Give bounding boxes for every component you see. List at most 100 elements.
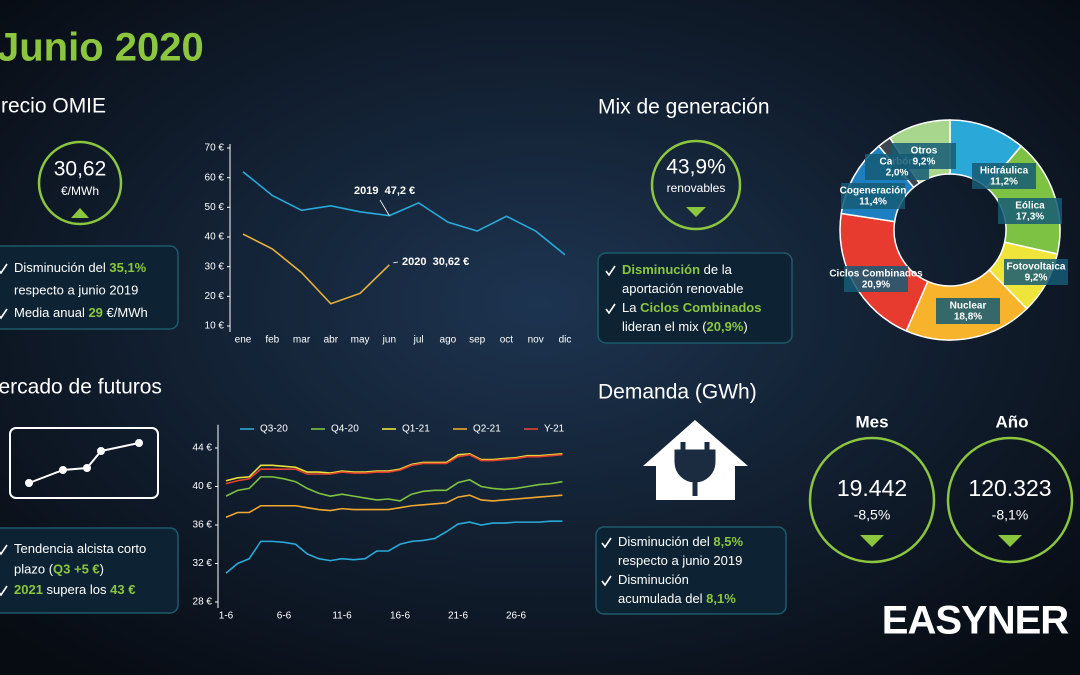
leader bbox=[393, 261, 399, 264]
slice-label: Fotovoltaica bbox=[1007, 262, 1066, 273]
legend-label: Q3-20 bbox=[260, 424, 288, 435]
legend-label: Y-21 bbox=[544, 424, 565, 435]
plug-icon bbox=[674, 442, 716, 496]
note-text: Disminución del bbox=[618, 534, 713, 549]
y-tick-label: 40 € bbox=[205, 232, 225, 243]
slice-value: 18,8% bbox=[954, 312, 982, 323]
label-box bbox=[844, 266, 908, 292]
y-tick-label: 36 € bbox=[193, 520, 213, 531]
heading: Demanda (GWh) bbox=[598, 381, 757, 404]
x-tick-label: 16-6 bbox=[390, 611, 410, 622]
x-tick-label: 6-6 bbox=[277, 611, 292, 622]
note-box bbox=[595, 526, 787, 615]
x-tick-label: mar bbox=[293, 335, 311, 346]
note-highlight: Disminución bbox=[622, 262, 700, 277]
x-tick-label: sep bbox=[469, 335, 486, 346]
slice-label: Nuclear bbox=[950, 301, 987, 312]
x-tick-label: 21-6 bbox=[448, 611, 468, 622]
note-highlight: 8,5% bbox=[713, 534, 743, 549]
note-line: Disminución de la bbox=[622, 262, 733, 277]
y-tick-label: 32 € bbox=[193, 558, 213, 569]
logo: EASYNER bbox=[882, 599, 1069, 643]
label-box bbox=[841, 183, 905, 209]
trend-dots bbox=[25, 439, 143, 487]
annotation: 2019 47,2 € bbox=[354, 185, 415, 197]
slice-value: 11,4% bbox=[859, 197, 887, 208]
y-tick-label: 44 € bbox=[193, 443, 213, 454]
note-line: Tendencia alcista corto bbox=[14, 541, 146, 556]
x-tick-label: feb bbox=[265, 335, 279, 346]
series-line bbox=[225, 520, 563, 574]
series-line bbox=[225, 476, 563, 502]
note-text: supera los bbox=[43, 582, 110, 597]
note-highlight: 29 bbox=[88, 305, 102, 320]
slice-value: 17,3% bbox=[1016, 212, 1044, 223]
series-line bbox=[242, 233, 390, 305]
note-line: plazo (Q3 +5 €) bbox=[14, 562, 104, 577]
check-icon bbox=[605, 265, 616, 277]
check-icon bbox=[0, 585, 8, 597]
note-text: respecto a junio 2019 bbox=[618, 553, 742, 568]
kpi-change: -8,5% bbox=[854, 507, 891, 523]
x-tick-label: abr bbox=[324, 335, 339, 346]
note-text: de la bbox=[700, 262, 733, 277]
note-line: Disminución del 35,1% bbox=[14, 260, 147, 275]
note-text: plazo ( bbox=[14, 562, 54, 577]
kpi-label: Mes bbox=[855, 412, 888, 431]
check-icon bbox=[605, 303, 616, 315]
note-text: acumulada del bbox=[618, 591, 706, 606]
label-box bbox=[892, 143, 956, 169]
note-line: lideran el mix (20,9%) bbox=[622, 319, 748, 334]
note-box bbox=[0, 245, 179, 330]
up-arrow bbox=[71, 208, 89, 218]
kpi-ring bbox=[650, 139, 742, 231]
slice-value: 9,2% bbox=[913, 157, 936, 168]
series-line bbox=[225, 494, 563, 519]
label-box bbox=[998, 198, 1062, 224]
slice-label: Cogeneración bbox=[840, 186, 907, 197]
heading: Mix de generación bbox=[598, 96, 770, 119]
legend-label: Q2-21 bbox=[473, 424, 501, 435]
kpi-value: 19.442 bbox=[837, 475, 907, 501]
heading: Mercado de futuros bbox=[0, 376, 162, 399]
y-tick-label: 28 € bbox=[193, 597, 213, 608]
note-text: respecto a junio 2019 bbox=[14, 283, 138, 298]
slice-value: 20,9% bbox=[862, 280, 890, 291]
slice-value: 9,2% bbox=[1025, 273, 1048, 284]
kpi-value: 43,9% bbox=[666, 156, 726, 179]
series-line bbox=[225, 453, 563, 485]
note-highlight: 43 € bbox=[110, 582, 135, 597]
series-line bbox=[225, 452, 563, 482]
y-tick-label: 20 € bbox=[205, 291, 225, 302]
y-tick-label: 60 € bbox=[205, 172, 225, 183]
note-highlight: Q3 +5 € bbox=[53, 562, 100, 577]
note-text: Disminución del bbox=[14, 260, 109, 275]
note-box bbox=[0, 527, 179, 614]
note-text: Tendencia alcista corto bbox=[14, 541, 146, 556]
slice-value: 2,0% bbox=[886, 168, 909, 179]
note-line: La Ciclos Combinados bbox=[622, 300, 761, 315]
x-tick-label: jul bbox=[413, 335, 424, 346]
series-line bbox=[242, 171, 566, 256]
x-tick-label: 11-6 bbox=[332, 611, 352, 622]
check-icon bbox=[0, 308, 8, 320]
note-line: acumulada del 8,1% bbox=[618, 591, 736, 606]
label-box bbox=[972, 163, 1036, 189]
kpi-ring bbox=[37, 140, 123, 226]
slice-label: Hidráulica bbox=[980, 166, 1029, 177]
note-line: 2021 supera los 43 € bbox=[14, 582, 135, 597]
note-text: Disminución bbox=[618, 572, 689, 587]
x-tick-label: jun bbox=[382, 335, 396, 346]
annotation: 2020 30,62 € bbox=[402, 256, 469, 268]
kpi-label: Año bbox=[995, 412, 1028, 431]
note-line: Media anual 29 €/MWh bbox=[14, 305, 148, 320]
kpi-value: 120.323 bbox=[968, 475, 1051, 501]
note-line: Disminución bbox=[618, 572, 689, 587]
kpi-ring bbox=[946, 436, 1074, 564]
legend-label: Q1-21 bbox=[402, 424, 430, 435]
note-line: Disminución del 8,5% bbox=[618, 534, 743, 549]
heading: Precio OMIE bbox=[0, 95, 106, 118]
y-tick-label: 40 € bbox=[193, 481, 213, 492]
